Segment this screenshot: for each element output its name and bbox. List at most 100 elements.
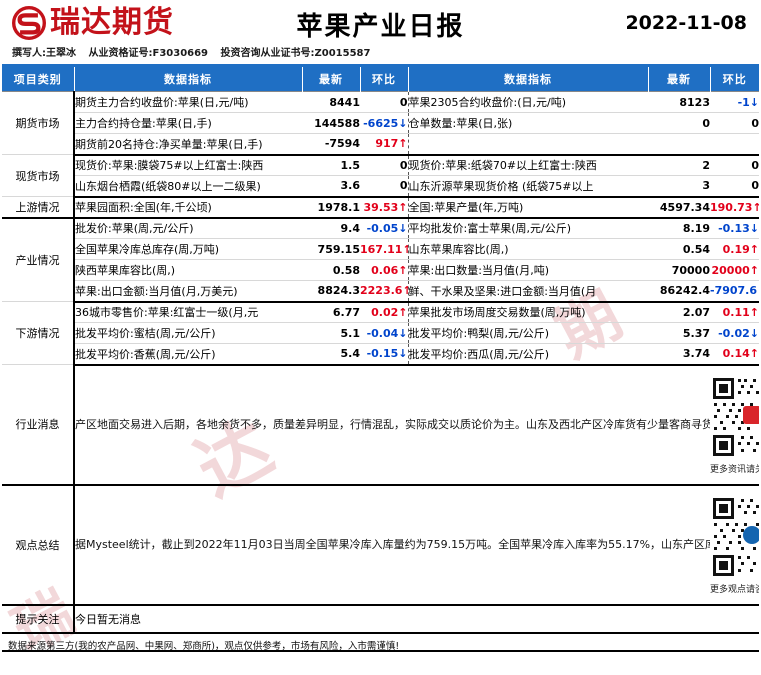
change-cell-right: -7907.6↓: [710, 280, 759, 303]
latest-cell-right: 0: [648, 112, 710, 134]
change-cell-left: 0: [360, 175, 408, 198]
qr-code-icon[interactable]: [710, 374, 759, 459]
indicator-cell-left: 批发平均价:蜜桔(周,元/公斤): [74, 322, 302, 344]
table-row: 批发平均价:蜜桔(周,元/公斤) 5.1 -0.04↓ 批发平均价:鸭梨(周,元/公斤…: [2, 322, 759, 344]
latest-cell-left: 1.5: [302, 154, 360, 176]
latest-cell-left: 5.1: [302, 322, 360, 344]
latest-cell-right: 0.54: [648, 238, 710, 260]
indicator-cell-left: 期货主力合约收盘价:苹果(日,元/吨): [74, 91, 302, 113]
change-cell-left: 0: [360, 154, 408, 176]
brand-logo: 瑞达期货: [12, 6, 174, 40]
indicator-cell-right: [407, 133, 648, 156]
indicator-cell-right: 苹果2305合约收盘价:(日,元/吨): [407, 91, 648, 113]
col-indicator-right: 数据指标: [408, 67, 649, 92]
indicator-cell-right: 全国:苹果产量(年,万吨): [407, 196, 648, 219]
summary-qr-note: 更多观点请咨询!: [710, 584, 759, 595]
narrative-sections: 行业消息 产区地面交易进入后期，各地余货不多，质量差异明显，行情混乱，实际成交以…: [2, 364, 759, 634]
indicator-cell-right: 批发平均价:西瓜(周,元/公斤): [407, 343, 648, 366]
change-cell-left: 0.06↑: [360, 259, 408, 281]
indicator-cell-left: 全国苹果冷库总库存(周,万吨): [74, 238, 302, 260]
latest-cell-right: 5.37: [648, 322, 710, 344]
table-row: 山东烟台栖霞(纸袋80#以上一二级果) 3.6 0 山东沂源苹果现货价格 (纸袋75#…: [2, 175, 759, 198]
page-header: 瑞达期货 苹果产业日报 2022-11-08 撰写人:王翠冰 从业资格证号:F3…: [0, 0, 761, 62]
brand-name: 瑞达期货: [50, 5, 174, 40]
table-row: 现货市场 现货价:苹果:膜袋75#以上红富士:陕西 1.5 0 现货价:苹果:纸袋70#…: [2, 154, 759, 197]
qr-code-icon[interactable]: [710, 494, 759, 579]
table-row: 苹果:出口金额:当月值(月,万美元) 8824.3 2223.6↑ 鲜、干水果及坚果:…: [2, 280, 759, 303]
col-change-right: 环比: [710, 67, 759, 92]
byline-cert: 从业资格证号:F3030669: [88, 48, 209, 59]
tip-row: 提示关注 今日暂无消息: [2, 603, 759, 634]
indicator-cell-right: 批发平均价:鸭梨(周,元/公斤): [407, 322, 648, 344]
change-cell-left: 2223.6↑: [360, 280, 408, 303]
latest-cell-right: 2.07: [648, 301, 710, 323]
change-cell-left: -6625↓: [360, 112, 408, 134]
change-cell-right: 0.14↑: [710, 343, 759, 366]
table-row: 期货市场 期货主力合约收盘价:苹果(日,元/吨) 8441 0 苹果2305合约收盘价:…: [2, 91, 759, 155]
indicator-cell-right: 鲜、干水果及坚果:进口金额:当月值(月: [407, 280, 648, 303]
indicator-cell-right: 平均批发价:富士苹果(周,元/公斤): [407, 217, 648, 239]
change-cell-left: 917↑: [360, 133, 408, 156]
table-row: 下游情况 36城市零售价:苹果:红富士一级(月,元 6.77 0.02↑ 苹果批发市场周…: [2, 301, 759, 365]
col-change-left: 环比: [360, 67, 409, 92]
latest-cell-left: 3.6: [302, 175, 360, 198]
tip-label: 提示关注: [2, 603, 75, 634]
latest-cell-left: 0.58: [302, 259, 360, 281]
indicator-cell-left: 山东烟台栖霞(纸袋80#以上一二级果): [74, 175, 302, 198]
latest-cell-left: 6.77: [302, 301, 360, 323]
latest-cell-left: 8441: [302, 91, 360, 113]
page-title: 苹果产业日报: [296, 12, 465, 42]
report-date: 2022-11-08: [625, 12, 747, 34]
category-cell: 现货市场: [2, 154, 75, 197]
category-cell: 上游情况: [2, 196, 75, 219]
latest-cell-right: 86242.4: [648, 280, 710, 303]
table-row: 期货前20名持仓:净买单量:苹果(日,手) -7594 917↑: [2, 133, 759, 156]
change-cell-left: -0.04↓: [360, 322, 408, 344]
category-cell: 期货市场: [2, 91, 75, 155]
table-row: 批发平均价:香蕉(周,元/公斤) 5.4 -0.15↓ 批发平均价:西瓜(周,元/公斤…: [2, 343, 759, 366]
change-cell-right: -0.02↓: [710, 322, 759, 344]
indicator-cell-right: 苹果:出口数量:当月值(月,吨): [407, 259, 648, 281]
indicator-cell-left: 期货前20名持仓:净买单量:苹果(日,手): [74, 133, 302, 156]
change-cell-right: 0.19↑: [710, 238, 759, 260]
table-row: 主力合约持仓量:苹果(日,手) 144588 -6625↓ 仓单数量:苹果(日,张) 0…: [2, 112, 759, 134]
spiral-logo-icon: [12, 6, 46, 40]
change-cell-right: 0: [710, 112, 759, 134]
indicator-cell-right: 山东沂源苹果现货价格 (纸袋75#以上: [407, 175, 648, 198]
indicator-cell-left: 主力合约持仓量:苹果(日,手): [74, 112, 302, 134]
latest-cell-left: 1978.1: [302, 196, 360, 219]
indicator-cell-right: 现货价:苹果:纸袋70#以上红富士:陕西: [407, 154, 648, 176]
change-cell-left: 0.02↑: [360, 301, 408, 323]
change-cell-left: 0: [360, 91, 408, 113]
table-header-row: 项目类别 数据指标 最新 环比 数据指标 最新 环比: [2, 67, 759, 92]
latest-cell-right: 8123: [648, 91, 710, 113]
indicator-cell-right: 苹果批发市场周度交易数量(周,万吨): [407, 301, 648, 323]
summary-text: 据Mysteel统计，截止到2022年11月03日当周全国苹果冷库入库量约为75…: [74, 484, 710, 606]
category-cell: 下游情况: [2, 301, 75, 365]
industry-news-qr-cell: 更多资讯请关注!: [710, 364, 759, 486]
indicator-cell-left: 36城市零售价:苹果:红富士一级(月,元: [74, 301, 302, 323]
indicator-cell-left: 现货价:苹果:膜袋75#以上红富士:陕西: [74, 154, 302, 176]
header-accent-bar: [2, 64, 759, 67]
latest-cell-right: 2: [648, 154, 710, 176]
col-indicator-left: 数据指标: [74, 67, 303, 92]
latest-cell-right: 70000: [648, 259, 710, 281]
latest-cell-right: 8.19: [648, 217, 710, 239]
summary-row: 观点总结 据Mysteel统计，截止到2022年11月03日当周全国苹果冷库入库…: [2, 484, 759, 606]
change-cell-right: 0: [710, 175, 759, 198]
indicator-cell-left: 批发价:苹果(周,元/公斤): [74, 217, 302, 239]
change-cell-right: 0: [710, 154, 759, 176]
indicator-cell-left: 批发平均价:香蕉(周,元/公斤): [74, 343, 302, 366]
change-cell-left: -0.15↓: [360, 343, 408, 366]
industry-news-qr-note: 更多资讯请关注!: [710, 464, 759, 475]
change-cell-left: 39.53↑: [360, 196, 408, 219]
latest-cell-left: 5.4: [302, 343, 360, 366]
indicator-cell-right: 山东苹果库容比(周,): [407, 238, 648, 260]
change-cell-right: [710, 133, 759, 156]
col-latest-right: 最新: [648, 67, 711, 92]
latest-cell-right: 4597.34: [648, 196, 710, 219]
indicator-cell-right: 仓单数量:苹果(日,张): [407, 112, 648, 134]
col-latest-left: 最新: [302, 67, 361, 92]
latest-cell-right: 3: [648, 175, 710, 198]
industry-news-label: 行业消息: [2, 364, 75, 486]
